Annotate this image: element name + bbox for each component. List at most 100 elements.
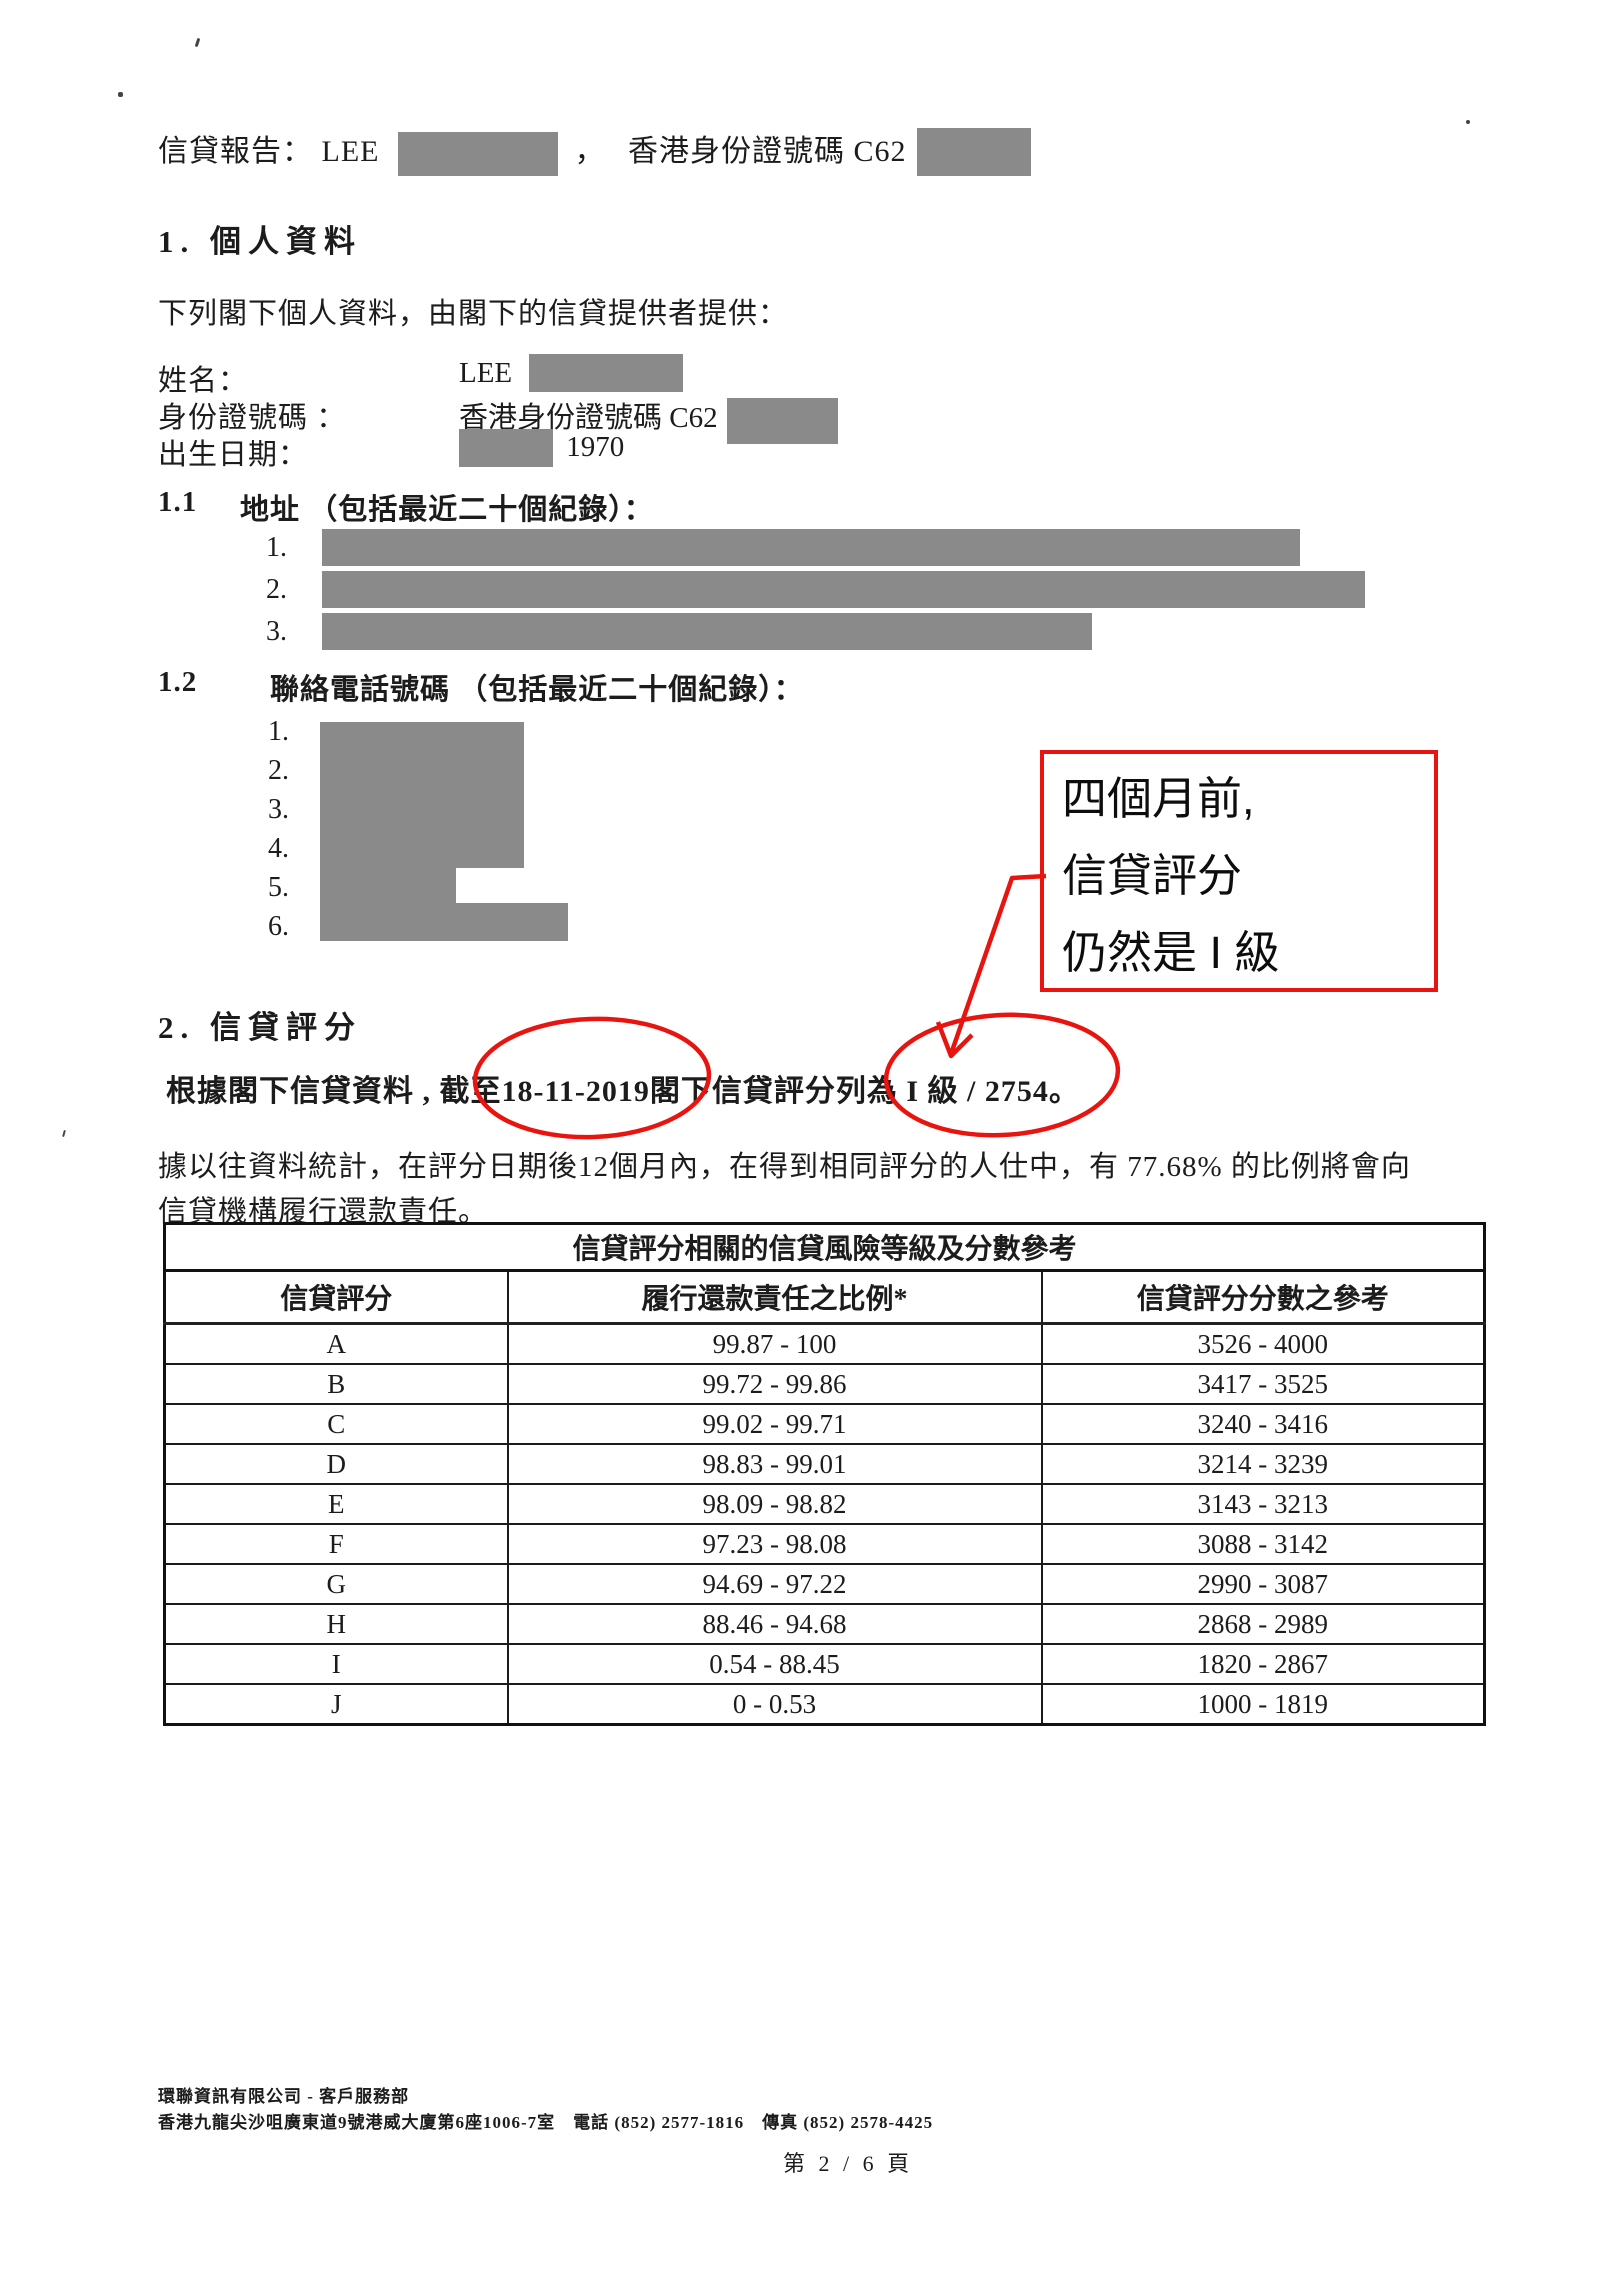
phone-redaction-block	[320, 903, 568, 941]
address-redaction-bar	[322, 613, 1092, 650]
table-row: J 0 - 0.53 1000 - 1819	[163, 1683, 1486, 1726]
ratio-cell: 0.54 - 88.45	[506, 1643, 1043, 1685]
annotation-line: 信貸評分	[1062, 850, 1243, 901]
dob-field-label: 出生日期：	[158, 439, 309, 471]
name-redaction-box	[397, 132, 558, 177]
phone-section-title: 聯絡電話號碼 （包括最近二十個紀錄）：	[270, 674, 804, 706]
phone-item-number: 2.	[268, 755, 289, 786]
table-row: H 88.46 - 94.68 2868 - 2989	[163, 1603, 1486, 1645]
ratio-cell: 98.83 - 99.01	[506, 1443, 1043, 1485]
name-field-value: LEE	[459, 354, 684, 393]
name-value-redaction	[529, 354, 684, 393]
range-cell: 3417 - 3525	[1040, 1363, 1486, 1405]
table-row: I 0.54 - 88.45 1820 - 2867	[163, 1643, 1486, 1685]
col-header-ratio: 履行還款責任之比例*	[506, 1269, 1043, 1325]
score-table-title: 信貸評分相關的信貸風險等級及分數參考	[163, 1222, 1486, 1272]
annotation-line: 四個月前,	[1062, 773, 1255, 824]
dob-field-value: 1970	[459, 429, 625, 468]
phone-item-number: 5.	[268, 872, 289, 903]
id-value-redaction	[726, 398, 838, 445]
annotation-line: 仍然是 I 級	[1062, 927, 1280, 978]
table-row: D 98.83 - 99.01 3214 - 3239	[163, 1443, 1486, 1485]
score-table-header-row: 信貸評分 履行還款責任之比例* 信貸評分分數之參考	[163, 1269, 1486, 1325]
table-row: C 99.02 - 99.71 3240 - 3416	[163, 1403, 1486, 1445]
address-item-number: 3.	[266, 616, 287, 647]
score-table-wrapper: 信貸評分相關的信貸風險等級及分數參考 信貸評分 履行還款責任之比例* 信貸評分分…	[163, 1222, 1487, 1726]
address-redaction-bar	[322, 529, 1300, 566]
scan-speck	[118, 92, 123, 97]
annotation-callout-box: 四個月前, 信貸評分 仍然是 I 級	[1040, 750, 1438, 992]
scan-speck	[1466, 120, 1470, 124]
score-table: 信貸評分相關的信貸風險等級及分數參考 信貸評分 履行還款責任之比例* 信貸評分分…	[163, 1222, 1487, 1726]
grade-cell: C	[163, 1403, 509, 1445]
ratio-cell: 98.09 - 98.82	[506, 1483, 1043, 1525]
range-cell: 3526 - 4000	[1040, 1322, 1486, 1365]
range-cell: 1000 - 1819	[1040, 1683, 1486, 1726]
ratio-cell: 94.69 - 97.22	[506, 1563, 1043, 1605]
id-field-label: 身份證號碼 ：	[158, 402, 347, 434]
name-field-label: 姓名：	[158, 365, 249, 397]
phone-item-number: 1.	[268, 716, 289, 747]
col-header-range: 信貸評分分數之參考	[1040, 1269, 1486, 1325]
grade-cell: F	[163, 1523, 509, 1565]
range-cell: 2868 - 2989	[1040, 1603, 1486, 1645]
address-item-number: 2.	[266, 574, 287, 605]
phone-section-number: 1.2	[158, 666, 198, 698]
grade-cell: G	[163, 1563, 509, 1605]
grade-cell: D	[163, 1443, 509, 1485]
ratio-cell: 99.02 - 99.71	[506, 1403, 1043, 1445]
address-item-number: 1.	[266, 532, 287, 563]
address-redaction-bar	[322, 571, 1365, 608]
grade-cell: H	[163, 1603, 509, 1645]
credit-score-summary: 根據閣下信貸資料 , 截至18-11-2019閣下信貸評分列為 I 級 / 27…	[166, 1075, 1080, 1108]
section1-heading: 1. 個人資料	[158, 224, 362, 259]
section2-heading: 2. 信貸評分	[158, 1010, 362, 1045]
table-row: B 99.72 - 99.86 3417 - 3525	[163, 1363, 1486, 1405]
footer-address: 香港九龍尖沙咀廣東道9號港威大廈第6座1006-7室 電話 (852) 2577…	[158, 2113, 934, 2132]
range-cell: 3240 - 3416	[1040, 1403, 1486, 1445]
annotation-arrow-line	[948, 873, 1047, 1055]
scan-speck	[194, 37, 201, 48]
page-number: 第 2 / 6 頁	[783, 2151, 914, 2176]
table-row: A 99.87 - 100 3526 - 4000	[163, 1322, 1486, 1365]
footer-company: 環聯資訊有限公司 - 客戶服務部	[158, 2087, 410, 2106]
table-row: F 97.23 - 98.08 3088 - 3142	[163, 1523, 1486, 1565]
range-cell: 2990 - 3087	[1040, 1563, 1486, 1605]
address-section-number: 1.1	[158, 486, 198, 518]
dob-value-redaction	[459, 429, 553, 468]
header-id-text: 香港身份證號碼 C62	[627, 135, 907, 168]
range-cell: 3214 - 3239	[1040, 1443, 1486, 1485]
phone-item-number: 6.	[268, 911, 289, 942]
report-title: 信貸報告： LEE	[158, 135, 380, 168]
ratio-cell: 99.72 - 99.86	[506, 1363, 1043, 1405]
name-value-text: LEE	[459, 357, 513, 389]
id-redaction-box	[917, 128, 1031, 177]
col-header-grade: 信貸評分	[163, 1269, 509, 1325]
report-header: 信貸報告： LEE ， 香港身份證號碼 C62	[158, 126, 1031, 177]
ratio-cell: 97.23 - 98.08	[506, 1523, 1043, 1565]
grade-cell: E	[163, 1483, 509, 1525]
ratio-cell: 88.46 - 94.68	[506, 1603, 1043, 1645]
table-row: E 98.09 - 98.82 3143 - 3213	[163, 1483, 1486, 1525]
id-value-text: 香港身份證號碼 C62	[459, 402, 718, 434]
id-field-value: 香港身份證號碼 C62	[459, 394, 838, 445]
address-section-title: 地址 （包括最近二十個紀錄）：	[240, 494, 654, 526]
phone-item-number: 4.	[268, 833, 289, 864]
stats-paragraph-line1: 據以往資料統計，在評分日期後12個月內，在得到相同評分的人仕中，有 77.68%…	[158, 1151, 1411, 1183]
phone-redaction-block	[320, 722, 524, 868]
table-row: G 94.69 - 97.22 2990 - 3087	[163, 1563, 1486, 1605]
phone-item-number: 3.	[268, 794, 289, 825]
range-cell: 3088 - 3142	[1040, 1523, 1486, 1565]
header-separator: ，	[574, 135, 606, 168]
range-cell: 3143 - 3213	[1040, 1483, 1486, 1525]
section1-intro: 下列閣下個人資料，由閣下的信貸提供者提供：	[158, 298, 789, 330]
grade-cell: B	[163, 1363, 509, 1405]
scan-speck	[62, 1129, 66, 1138]
phone-redaction-block	[320, 868, 456, 903]
score-table-title-row: 信貸評分相關的信貸風險等級及分數參考	[163, 1222, 1486, 1272]
range-cell: 1820 - 2867	[1040, 1643, 1486, 1685]
ratio-cell: 99.87 - 100	[506, 1322, 1043, 1365]
dob-value-text: 1970	[566, 431, 625, 463]
grade-cell: J	[163, 1683, 509, 1726]
